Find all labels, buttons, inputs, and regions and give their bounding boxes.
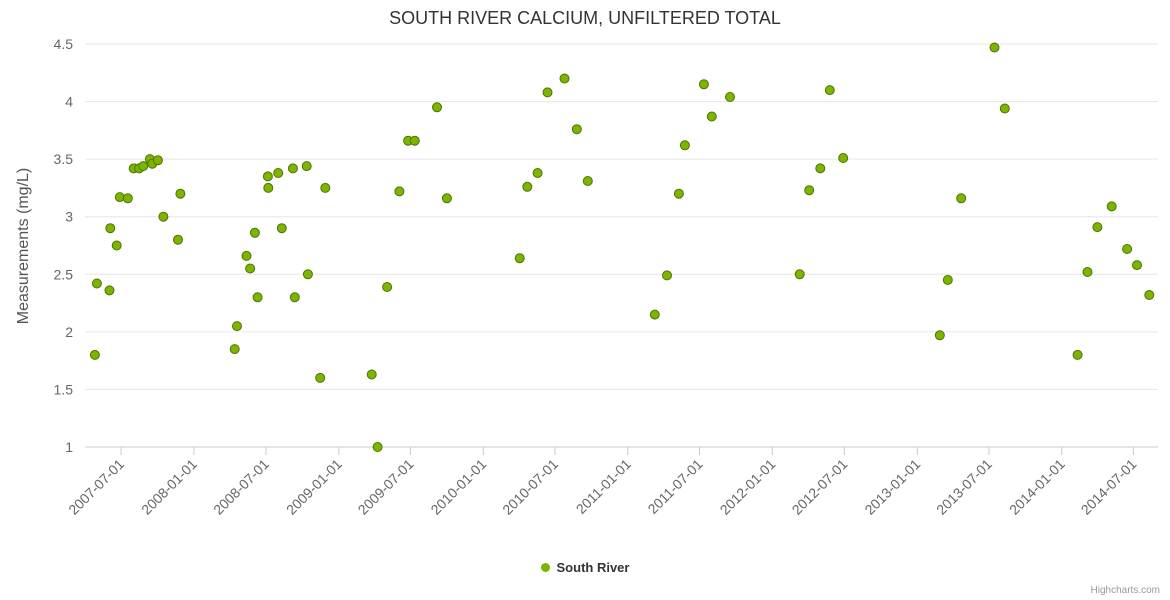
data-point[interactable] xyxy=(532,168,543,178)
data-point[interactable] xyxy=(229,344,240,355)
data-point[interactable] xyxy=(1092,222,1103,233)
x-tick-label: 2009-07-01 xyxy=(355,456,417,518)
data-point[interactable] xyxy=(111,240,122,251)
x-tick-label: 2013-07-01 xyxy=(933,456,995,518)
legend-label: South River xyxy=(556,560,630,575)
y-tick-label: 1.5 xyxy=(54,381,74,397)
data-point[interactable] xyxy=(372,442,383,452)
data-point[interactable] xyxy=(152,155,163,166)
data-point[interactable] xyxy=(522,181,533,192)
data-point[interactable] xyxy=(276,223,287,234)
x-tick-label: 2008-01-01 xyxy=(138,456,200,518)
data-point[interactable] xyxy=(409,135,420,146)
data-point[interactable] xyxy=(104,285,115,296)
data-point[interactable] xyxy=(679,140,690,151)
data-point[interactable] xyxy=(432,102,442,113)
x-tick-label: 2007-07-01 xyxy=(65,456,127,518)
y-tick-label: 1 xyxy=(65,439,73,455)
y-tick-label: 2.5 xyxy=(54,266,74,282)
data-point[interactable] xyxy=(249,227,260,238)
x-tick-label: 2012-01-01 xyxy=(717,456,779,518)
y-tick-label: 4.5 xyxy=(54,36,74,52)
data-point[interactable] xyxy=(366,369,377,380)
data-point[interactable] xyxy=(804,185,815,196)
x-tick-label: 2008-07-01 xyxy=(210,456,272,518)
data-point[interactable] xyxy=(1144,290,1155,300)
data-point[interactable] xyxy=(725,92,735,102)
data-point[interactable] xyxy=(158,211,169,222)
data-point[interactable] xyxy=(1106,201,1117,212)
data-point[interactable] xyxy=(262,171,273,182)
y-tick-label: 2 xyxy=(65,324,73,340)
data-point[interactable] xyxy=(514,253,525,264)
data-point[interactable] xyxy=(173,234,183,245)
data-point[interactable] xyxy=(673,188,684,199)
legend: South River xyxy=(0,560,1170,575)
data-point[interactable] xyxy=(542,87,553,98)
x-tick-label: 2014-01-01 xyxy=(1006,456,1068,518)
data-point[interactable] xyxy=(232,321,242,332)
data-point[interactable] xyxy=(1132,260,1142,271)
data-point[interactable] xyxy=(1072,349,1083,360)
x-tick-label: 2010-01-01 xyxy=(427,456,489,518)
x-tick-label: 2012-07-01 xyxy=(789,456,851,518)
credits-link[interactable]: Highcharts.com xyxy=(1090,585,1160,596)
data-point[interactable] xyxy=(706,111,717,122)
x-tick-label: 2013-01-01 xyxy=(861,456,923,518)
data-point[interactable] xyxy=(1082,267,1093,277)
legend-item-south-river[interactable]: South River xyxy=(540,560,630,575)
data-point[interactable] xyxy=(241,250,252,261)
data-point[interactable] xyxy=(302,269,313,280)
data-point[interactable] xyxy=(838,153,849,163)
data-point[interactable] xyxy=(441,193,452,204)
data-point[interactable] xyxy=(698,79,709,90)
x-tick-label: 2009-01-01 xyxy=(283,456,345,518)
data-point[interactable] xyxy=(273,168,284,178)
data-point[interactable] xyxy=(263,182,274,193)
y-tick-label: 3.5 xyxy=(54,151,74,167)
x-tick-label: 2014-07-01 xyxy=(1078,456,1140,518)
data-point[interactable] xyxy=(989,42,1000,53)
data-point[interactable] xyxy=(289,292,300,303)
data-point[interactable] xyxy=(287,163,298,174)
data-point[interactable] xyxy=(245,263,256,274)
data-point[interactable] xyxy=(382,282,393,292)
legend-marker-icon xyxy=(540,563,550,572)
data-point[interactable] xyxy=(824,85,835,96)
data-point[interactable] xyxy=(89,349,100,360)
data-point[interactable] xyxy=(999,103,1010,114)
data-point[interactable] xyxy=(138,161,149,172)
y-tick-label: 3 xyxy=(65,209,73,225)
data-point[interactable] xyxy=(394,186,405,197)
data-point[interactable] xyxy=(122,193,133,204)
data-point[interactable] xyxy=(320,182,331,193)
x-tick-label: 2011-07-01 xyxy=(644,456,705,517)
data-point[interactable] xyxy=(794,269,805,280)
data-point[interactable] xyxy=(662,270,672,281)
data-point[interactable] xyxy=(942,275,953,285)
data-point[interactable] xyxy=(105,223,116,234)
data-point[interactable] xyxy=(956,193,967,204)
x-tick-label: 2010-07-01 xyxy=(499,456,561,518)
data-point[interactable] xyxy=(649,309,660,320)
data-point[interactable] xyxy=(301,161,312,172)
data-point[interactable] xyxy=(91,278,102,289)
data-point[interactable] xyxy=(582,176,593,186)
data-point[interactable] xyxy=(559,73,570,84)
data-point[interactable] xyxy=(815,163,826,174)
chart-title: SOUTH RIVER CALCIUM, UNFILTERED TOTAL xyxy=(389,8,781,28)
data-point[interactable] xyxy=(175,188,186,199)
y-tick-label: 4 xyxy=(65,94,73,110)
data-point[interactable] xyxy=(315,372,326,383)
data-point[interactable] xyxy=(571,124,582,135)
data-point[interactable] xyxy=(252,292,263,303)
data-point[interactable] xyxy=(1122,244,1133,254)
x-tick-label: 2011-01-01 xyxy=(573,456,634,517)
data-point[interactable] xyxy=(934,330,945,341)
